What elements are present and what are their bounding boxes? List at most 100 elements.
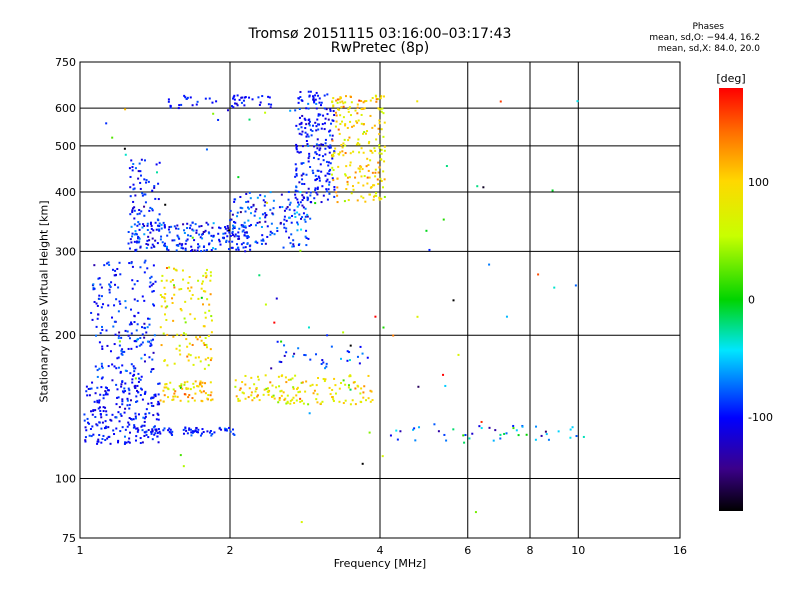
data-point	[139, 394, 142, 397]
data-point	[379, 177, 382, 180]
data-point	[445, 439, 448, 442]
data-point	[360, 195, 363, 198]
data-point	[158, 382, 161, 385]
data-point	[141, 226, 144, 229]
data-point	[143, 424, 146, 427]
data-point	[189, 428, 192, 431]
data-point	[339, 151, 342, 154]
data-point	[104, 390, 107, 393]
data-point	[183, 383, 186, 386]
data-point	[379, 97, 382, 100]
data-point	[307, 144, 310, 147]
data-point	[200, 225, 203, 228]
data-point	[133, 315, 136, 318]
data-point	[488, 263, 491, 266]
data-point	[121, 403, 124, 406]
data-point	[295, 169, 298, 172]
data-point	[134, 415, 137, 418]
data-point	[315, 353, 318, 356]
data-point	[97, 438, 100, 441]
data-point	[258, 399, 261, 402]
data-point	[247, 219, 250, 222]
data-point	[107, 389, 110, 392]
data-point	[268, 96, 271, 99]
data-point	[143, 299, 146, 302]
data-point	[155, 428, 158, 431]
data-point	[93, 264, 96, 267]
data-point	[181, 387, 184, 390]
data-point	[347, 384, 350, 387]
data-point	[276, 340, 279, 343]
data-point	[131, 166, 134, 169]
data-point	[98, 434, 101, 437]
data-point	[173, 239, 176, 242]
data-point	[367, 397, 370, 400]
data-point	[349, 374, 352, 377]
data-point	[323, 107, 326, 110]
data-point	[244, 96, 247, 99]
data-point	[176, 395, 179, 398]
data-point	[324, 138, 327, 141]
data-point	[269, 230, 272, 233]
data-point	[131, 235, 134, 238]
data-point	[318, 144, 321, 147]
data-point	[232, 233, 235, 236]
data-point	[312, 98, 315, 101]
data-point	[253, 214, 256, 217]
data-point	[183, 393, 186, 396]
data-point	[351, 125, 354, 128]
data-point	[266, 387, 269, 390]
data-point	[272, 207, 275, 210]
data-point	[186, 238, 189, 241]
data-point	[335, 99, 338, 102]
data-point	[163, 224, 166, 227]
data-point	[315, 129, 318, 132]
data-point	[320, 127, 323, 130]
data-point	[132, 374, 135, 377]
data-point	[148, 239, 151, 242]
data-point	[300, 381, 303, 384]
data-point	[114, 416, 117, 419]
data-point	[113, 274, 116, 277]
data-point	[157, 382, 160, 385]
data-point	[101, 421, 104, 424]
data-point	[242, 241, 245, 244]
data-point	[169, 104, 172, 107]
data-point	[297, 97, 300, 100]
data-point	[324, 117, 327, 120]
data-point	[131, 207, 134, 210]
data-point	[348, 106, 351, 109]
data-point	[187, 281, 190, 284]
data-point	[163, 386, 166, 389]
data-point	[136, 338, 139, 341]
data-point	[339, 101, 342, 104]
data-point	[499, 100, 502, 103]
data-point	[291, 245, 294, 248]
data-point	[124, 382, 127, 385]
data-point	[212, 234, 215, 237]
data-point	[313, 389, 316, 392]
data-point	[123, 435, 126, 438]
data-point	[329, 109, 332, 112]
data-point	[198, 233, 201, 236]
data-point	[175, 227, 178, 230]
data-point	[226, 235, 229, 238]
data-point	[344, 152, 347, 155]
data-point	[192, 430, 195, 433]
data-point	[344, 124, 347, 127]
data-point	[231, 428, 234, 431]
data-point	[211, 398, 214, 401]
data-point	[185, 239, 188, 242]
data-point	[383, 145, 386, 148]
data-point	[96, 399, 99, 402]
data-point	[267, 103, 270, 106]
data-point	[328, 183, 331, 186]
data-point	[272, 199, 275, 202]
data-point	[159, 399, 162, 402]
data-point	[301, 399, 304, 402]
data-point	[184, 247, 187, 250]
data-point	[428, 248, 431, 251]
data-point	[296, 386, 299, 389]
data-point	[297, 128, 300, 131]
data-point	[345, 165, 348, 168]
